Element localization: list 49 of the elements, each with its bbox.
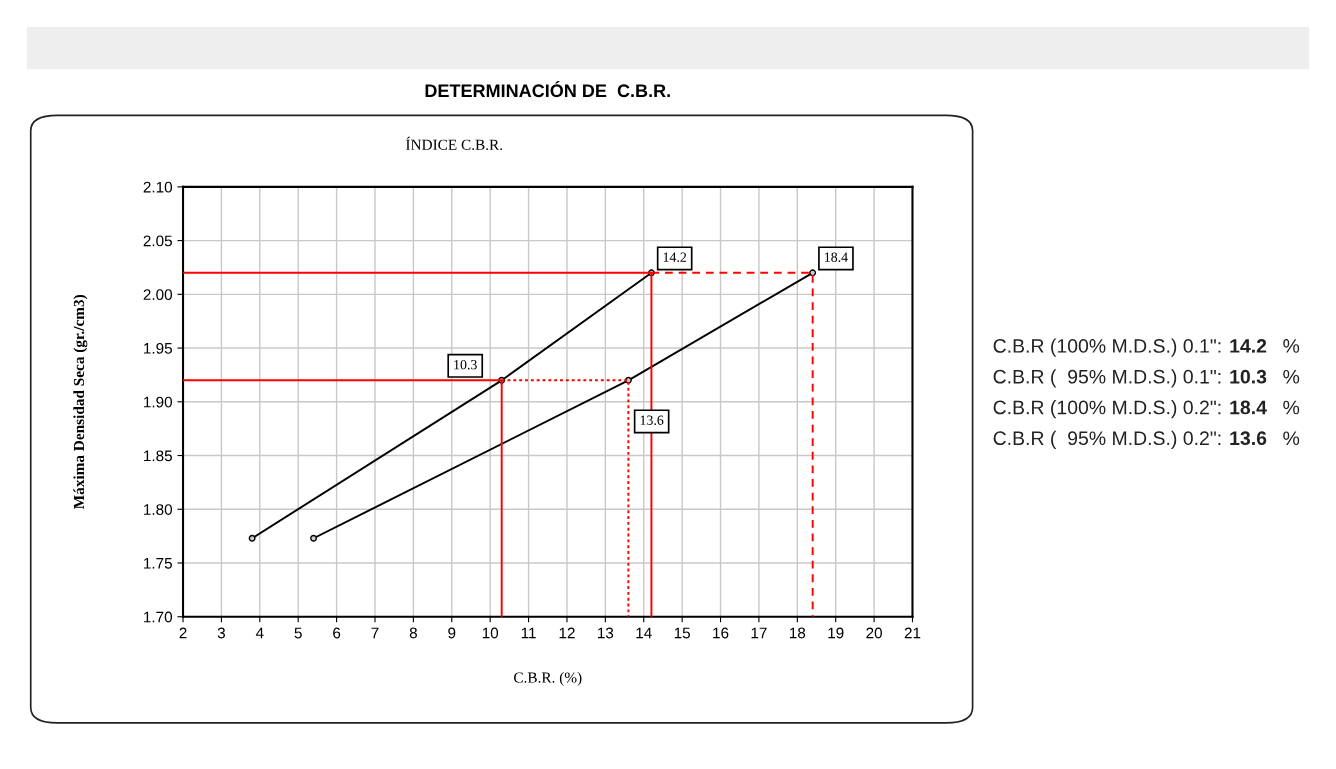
annotation: 10.3 bbox=[454, 359, 477, 370]
x-tick-label: 20 bbox=[866, 627, 882, 639]
x-tick-label: 8 bbox=[409, 627, 417, 639]
text: C.B.R ( 95% M.D.S.) 0.2": bbox=[993, 430, 1221, 449]
text: C.B.R ( 95% M.D.S.) 0.1": bbox=[993, 369, 1221, 388]
text: % bbox=[1283, 369, 1300, 384]
annotation: 13.6 bbox=[640, 415, 664, 425]
x-tick-label: 21 bbox=[904, 627, 921, 639]
text: % bbox=[1283, 431, 1300, 446]
x-tick-label: 14 bbox=[636, 627, 652, 639]
y-tick-label: 1.85 bbox=[144, 450, 172, 462]
x-tick-label: 10 bbox=[482, 627, 499, 639]
x-tick-label: 13 bbox=[598, 627, 614, 639]
x-tick-label: 18 bbox=[789, 627, 806, 639]
text: 18.4 bbox=[1230, 400, 1267, 415]
x-tick-label: 3 bbox=[217, 627, 225, 639]
x-tick-label: 12 bbox=[559, 627, 575, 639]
x-tick-label: 2 bbox=[179, 627, 187, 639]
x-tick-label: 5 bbox=[294, 627, 302, 639]
x-tick-label: 4 bbox=[255, 627, 264, 639]
x-tick-label: 11 bbox=[521, 627, 536, 639]
chart-title: DETERMINACIÓN DE C.B.R. bbox=[425, 80, 670, 98]
x-tick-label: 15 bbox=[674, 627, 690, 639]
x-tick-label: 6 bbox=[333, 627, 341, 639]
y-tick-label: 1.95 bbox=[144, 342, 172, 354]
x-tick-label: 16 bbox=[713, 627, 729, 639]
y-tick-label: 2.00 bbox=[143, 289, 173, 301]
x-tick-label: 7 bbox=[371, 627, 379, 639]
annotation: 18.4 bbox=[825, 252, 848, 262]
text: 13.6 bbox=[1230, 431, 1267, 446]
text: % bbox=[1283, 339, 1300, 353]
text: 10.3 bbox=[1230, 369, 1267, 384]
annotation: 14.2 bbox=[663, 252, 687, 262]
y-tick-label: 1.70 bbox=[144, 611, 173, 623]
x-tick-label: 17 bbox=[751, 627, 767, 639]
y-tick-label: 1.75 bbox=[144, 558, 172, 569]
y-axis-title: Máxima Densidad Seca (gr./cm3) bbox=[73, 294, 88, 510]
text: % bbox=[1283, 400, 1300, 415]
x-axis-title: C.B.R. (%) bbox=[514, 671, 582, 686]
text: C.B.R (100% M.D.S.) 0.1": bbox=[993, 338, 1221, 357]
y-tick-label: 1.90 bbox=[144, 396, 173, 408]
text: 14.2 bbox=[1230, 339, 1267, 353]
y-tick-label: 1.80 bbox=[144, 504, 173, 515]
y-tick-label: 2.10 bbox=[143, 181, 173, 193]
x-tick-label: 19 bbox=[828, 627, 844, 639]
y-tick-label: 2.05 bbox=[143, 235, 172, 247]
chart-subtitle: ÍNDICE C.B.R. bbox=[405, 136, 503, 150]
x-tick-label: 9 bbox=[448, 627, 456, 639]
text: C.B.R (100% M.D.S.) 0.2": bbox=[993, 400, 1221, 419]
